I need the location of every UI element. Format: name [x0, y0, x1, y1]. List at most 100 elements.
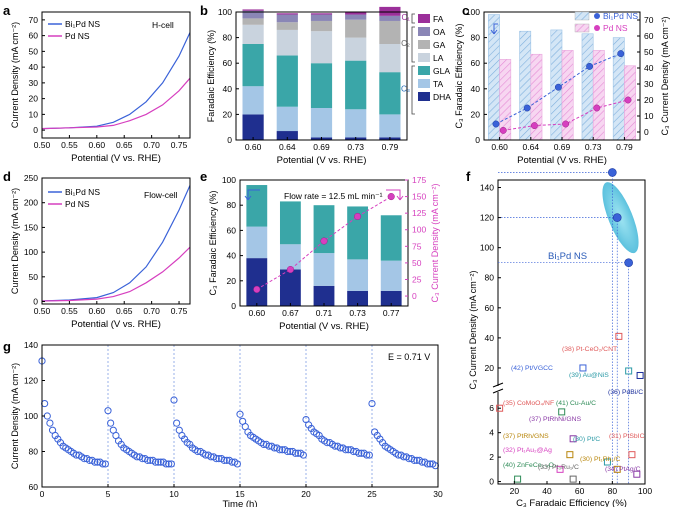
y-tick-label: 75	[412, 241, 422, 251]
data-point	[283, 447, 292, 456]
y-axis-title: Current Density (mA cm⁻²)	[10, 363, 20, 469]
y-tick-label: 40	[223, 84, 233, 94]
ref-point	[613, 465, 621, 473]
bar-segment-TA	[246, 226, 268, 259]
y-tick-label: 60	[227, 225, 237, 235]
data-point	[291, 449, 300, 457]
x-tick-label: 5	[106, 489, 111, 499]
x-tick-label: 0.69	[313, 142, 330, 152]
y-tick-label: 40	[485, 333, 495, 343]
legend-swatch-FA	[418, 14, 430, 23]
bar-segment-GLA	[313, 205, 335, 254]
ref-point	[615, 332, 623, 340]
x-tick-label: 0.71	[316, 308, 333, 318]
data-point	[355, 449, 363, 457]
bar-segment-FA	[242, 9, 264, 11]
y-tick-label: 20	[227, 276, 237, 286]
y-tick-label: 40	[227, 251, 237, 261]
ref-label: (42) Pt/VGCC	[511, 365, 553, 372]
annotation-text: E = 0.71 V	[388, 352, 430, 362]
bar-segment-FA	[310, 13, 333, 15]
chart-panel-c: 0.60 0.64 0.69 0.73 0.79 0 20 40 60 80 100 0 10 20 30 4…	[454, 7, 670, 166]
x-tick-label: 0.75	[171, 306, 188, 316]
x-axis-title: C₃ Faradaic Efficiency (%)	[516, 498, 627, 507]
bar-segment-DHA	[313, 285, 335, 306]
chart-panel-b: 0.60 0.64 0.69 0.73 0.79 0 20 40 60 80 100 Potentia…	[206, 6, 451, 166]
bar-segment-OA	[345, 14, 367, 20]
y-tick-label: 175	[412, 175, 426, 185]
legend-label: LA	[433, 53, 444, 63]
y-tick-label: 50	[29, 272, 39, 282]
data-point	[368, 399, 376, 408]
bar-segment-GA	[379, 20, 401, 44]
y-tick-label: 80	[485, 273, 495, 283]
y-tick-label: 120	[24, 376, 38, 386]
plot-frame	[41, 177, 191, 305]
bar-segment-GLA	[276, 55, 298, 107]
y-tick-label: 0	[644, 127, 649, 137]
cd-point	[354, 212, 362, 221]
ref-label: (32) Pt₁Au₂@Ag	[503, 447, 552, 454]
cd-point	[320, 237, 328, 245]
ref-label: (40) ZnFeCo₂-ₓO₄	[503, 462, 557, 469]
ref-point	[556, 465, 564, 473]
x-tick-label: 0.65	[116, 140, 133, 150]
x-tick-label: 0.69	[554, 142, 571, 152]
chart-panel-d: 0.50 0.55 0.60 0.65 0.70 0.75 0 50 100 150 200 250 P…	[10, 173, 191, 330]
x-tick-label: 25	[367, 489, 377, 499]
series-line-Bi₁Pd NS	[41, 32, 191, 130]
x-tick-label: 0.73	[585, 142, 602, 152]
bar-segment-DHA	[279, 269, 301, 306]
plot-frame	[483, 11, 641, 141]
series-line-Pd NS	[41, 77, 191, 130]
y-tick-label: 100	[218, 7, 232, 17]
x-tick-label: 0.73	[347, 142, 364, 152]
x-tick-label: 0.55	[61, 306, 78, 316]
y-tick-label: 100	[24, 247, 38, 257]
cd-point-bi1pd	[554, 83, 562, 91]
ref-label: (39) Au@NiS	[569, 372, 609, 379]
bar-segment-TA	[313, 253, 335, 286]
legend-label: OA	[433, 27, 446, 37]
x-tick-label: 0	[40, 489, 45, 499]
legend-marker	[594, 13, 600, 19]
plot-frame	[235, 11, 408, 141]
plot-frame	[41, 11, 191, 139]
data-point	[173, 419, 181, 427]
panel-label-b: b	[200, 3, 208, 18]
ref-point	[628, 451, 636, 459]
y-tick-label: 6	[489, 403, 494, 413]
bar-bi1pd-fe	[519, 30, 532, 141]
data-point	[236, 410, 244, 418]
bar-segment-LA	[242, 24, 264, 44]
bracket-label: C₁	[402, 13, 411, 22]
bar-segment-GLA	[345, 60, 367, 110]
legend-swatch	[574, 11, 590, 21]
y-tick-label: 70	[644, 15, 654, 25]
legend-bracket	[411, 13, 415, 24]
y-tick-label: 100	[466, 7, 480, 17]
x-tick-label: 0.79	[382, 142, 399, 152]
bar-segment-LA	[276, 29, 298, 56]
y-tick-label: 60	[485, 303, 495, 313]
data-point	[162, 460, 170, 468]
x-tick-label: 0.55	[61, 140, 78, 150]
data-point	[107, 419, 115, 427]
legend-label: GA	[433, 40, 446, 50]
series-line-Bi₁Pd NS	[41, 185, 191, 302]
y-tick-label: 40	[471, 84, 481, 94]
y-tick-label: 20	[29, 94, 39, 104]
y-tick-label: 50	[644, 47, 654, 57]
y-tick-label: 60	[471, 58, 481, 68]
cd-point-bi1pd	[492, 120, 500, 128]
y-tick-label: 20	[223, 109, 233, 119]
legend-bracket	[411, 26, 415, 63]
bar-segment-DHA	[276, 131, 298, 140]
annotation-text: Flow rate = 12.5 mL min⁻¹	[284, 191, 383, 201]
ref-label: (31) PtSbIC	[609, 433, 645, 440]
x-tick-label: 0.60	[89, 140, 106, 150]
x-axis-title: Potential (V vs. RHE)	[71, 319, 161, 330]
bar-segment-DHA	[347, 290, 369, 306]
y-tick-label: 100	[222, 175, 236, 185]
